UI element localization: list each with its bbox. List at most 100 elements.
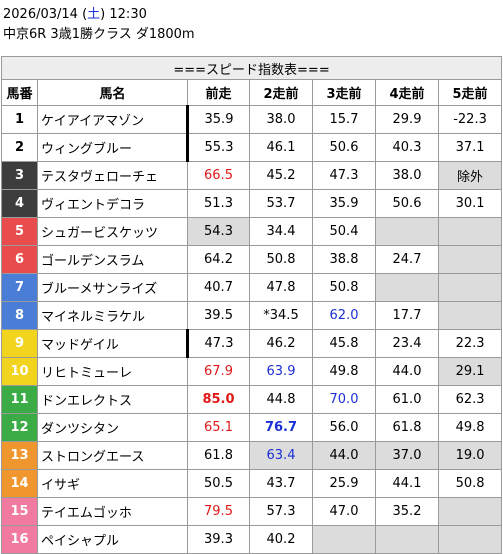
speed-index-cell: 56.0	[312, 413, 376, 442]
table-row: 9 マッドゲイル 47.3 46.2 45.8 23.4 22.3	[1, 329, 503, 358]
horse-name: テスタヴェローチェ	[37, 161, 188, 190]
speed-index-cell: 15.7	[312, 105, 376, 134]
horse-number: 12	[1, 413, 38, 442]
horse-number: 5	[1, 217, 38, 246]
speed-index-cell: 17.7	[375, 301, 439, 330]
speed-index-cell	[437, 301, 503, 330]
col-5-races-ago: 5走前	[437, 79, 503, 106]
table-title: ===スピード指数表===	[0, 56, 503, 80]
horse-name: ストロングエース	[37, 441, 188, 470]
col-last-race: 前走	[187, 79, 250, 106]
speed-index-cell: 除外	[437, 161, 503, 190]
speed-index-cell	[437, 245, 503, 274]
speed-index-cell: 37.0	[375, 441, 439, 470]
speed-index-cell: 22.3	[437, 329, 503, 358]
horse-number: 10	[1, 357, 38, 386]
speed-index-cell: 38.8	[312, 245, 376, 274]
col-2-races-ago: 2走前	[249, 79, 313, 106]
speed-index-cell: 30.1	[437, 189, 503, 218]
speed-index-cell: 44.1	[375, 469, 439, 498]
speed-index-cell	[375, 525, 439, 554]
horse-number: 15	[1, 497, 38, 526]
speed-index-cell: 61.0	[375, 385, 439, 414]
speed-index-cell: 50.5	[187, 469, 250, 498]
speed-index-cell: 44.8	[249, 385, 313, 414]
speed-index-cell: 85.0	[187, 385, 250, 414]
speed-index-cell: 50.6	[375, 189, 439, 218]
speed-index-cell	[437, 217, 503, 246]
speed-index-cell: 50.6	[312, 133, 376, 162]
speed-index-cell: 61.8	[187, 441, 250, 470]
race-header: 2026/03/14 (土) 12:30 中京6R 3歳1勝クラス ダ1800m	[3, 5, 195, 45]
speed-index-cell: 50.8	[312, 273, 376, 302]
speed-index-cell: 40.7	[187, 273, 250, 302]
speed-index-cell: 61.8	[375, 413, 439, 442]
speed-index-cell: 40.2	[249, 525, 313, 554]
speed-index-cell: 46.1	[249, 133, 313, 162]
horse-number: 8	[1, 301, 38, 330]
date-line: 2026/03/14 (土) 12:30	[3, 5, 195, 25]
horse-name: テイエムゴッホ	[37, 497, 188, 526]
table-row: 16 ペイシャプル 39.3 40.2	[1, 525, 503, 554]
table-row: 4 ヴィエントデコラ 51.3 53.7 35.9 50.6 30.1	[1, 189, 503, 218]
speed-index-cell: 64.2	[187, 245, 250, 274]
speed-index-cell: *34.5	[249, 301, 313, 330]
horse-number: 7	[1, 273, 38, 302]
race-info: 中京6R 3歳1勝クラス ダ1800m	[3, 27, 195, 42]
speed-index-cell: 43.7	[249, 469, 313, 498]
table-row: 3 テスタヴェローチェ 66.5 45.2 47.3 38.0 除外	[1, 161, 503, 190]
speed-index-cell: 79.5	[187, 497, 250, 526]
horse-name: ゴールデンスラム	[37, 245, 188, 274]
horse-name: ダンツシタン	[37, 413, 188, 442]
col-horse-number: 馬番	[1, 79, 38, 106]
speed-index-cell: 51.3	[187, 189, 250, 218]
table-row: 12 ダンツシタン 65.1 76.7 56.0 61.8 49.8	[1, 413, 503, 442]
speed-index-cell: 44.0	[375, 357, 439, 386]
speed-index-table: ===スピード指数表=== 馬番 馬名 前走 2走前 3走前 4走前 5走前 1 ケイアイアマ…	[0, 56, 503, 554]
table-row: 6 ゴールデンスラム 64.2 50.8 38.8 24.7	[1, 245, 503, 274]
speed-index-cell: 35.9	[187, 105, 250, 134]
table-row: 7 ブルーメサンライズ 40.7 47.8 50.8	[1, 273, 503, 302]
horse-name: ドンエレクトス	[37, 385, 188, 414]
horse-name: ペイシャプル	[37, 525, 188, 554]
table-row: 11 ドンエレクトス 85.0 44.8 70.0 61.0 62.3	[1, 385, 503, 414]
race-date: 2026/03/14	[3, 7, 78, 22]
speed-index-cell	[437, 525, 503, 554]
speed-index-cell: 35.2	[375, 497, 439, 526]
speed-index-cell: 35.9	[312, 189, 376, 218]
table-row: 1 ケイアイアマゾン 35.9 38.0 15.7 29.9 -22.3	[1, 105, 503, 134]
speed-index-cell: 37.1	[437, 133, 503, 162]
speed-index-cell: 55.3	[187, 133, 250, 162]
table-row: 13 ストロングエース 61.8 63.4 44.0 37.0 19.0	[1, 441, 503, 470]
speed-index-cell: 54.3	[187, 217, 250, 246]
speed-index-cell: 70.0	[312, 385, 376, 414]
horse-number: 6	[1, 245, 38, 274]
horse-number: 4	[1, 189, 38, 218]
speed-index-cell: 50.8	[437, 469, 503, 498]
horse-name: ヴィエントデコラ	[37, 189, 188, 218]
speed-index-cell: 45.8	[312, 329, 376, 358]
speed-index-cell: 19.0	[437, 441, 503, 470]
speed-index-cell	[375, 217, 439, 246]
horse-name: イサギ	[37, 469, 188, 498]
table-row: 8 マイネルミラケル 39.5 *34.5 62.0 17.7	[1, 301, 503, 330]
horse-number: 13	[1, 441, 38, 470]
speed-index-cell: 67.9	[187, 357, 250, 386]
table-row: 2 ウィングブルー 55.3 46.1 50.6 40.3 37.1	[1, 133, 503, 162]
col-horse-name: 馬名	[37, 79, 188, 106]
speed-index-cell: 47.8	[249, 273, 313, 302]
speed-index-cell: 46.2	[249, 329, 313, 358]
speed-index-cell	[437, 273, 503, 302]
speed-index-cell: 38.0	[249, 105, 313, 134]
speed-index-cell: 39.5	[187, 301, 250, 330]
speed-index-cell: 47.3	[187, 329, 250, 358]
speed-index-cell: 45.2	[249, 161, 313, 190]
speed-index-cell: 62.0	[312, 301, 376, 330]
horse-number: 9	[1, 329, 38, 358]
speed-index-cell: 39.3	[187, 525, 250, 554]
speed-index-cell: 34.4	[249, 217, 313, 246]
speed-index-cell: 40.3	[375, 133, 439, 162]
speed-index-cell: 47.3	[312, 161, 376, 190]
table-row: 5 シュガービスケッツ 54.3 34.4 50.4	[1, 217, 503, 246]
table-row: 10 リヒトミューレ 67.9 63.9 49.8 44.0 29.1	[1, 357, 503, 386]
